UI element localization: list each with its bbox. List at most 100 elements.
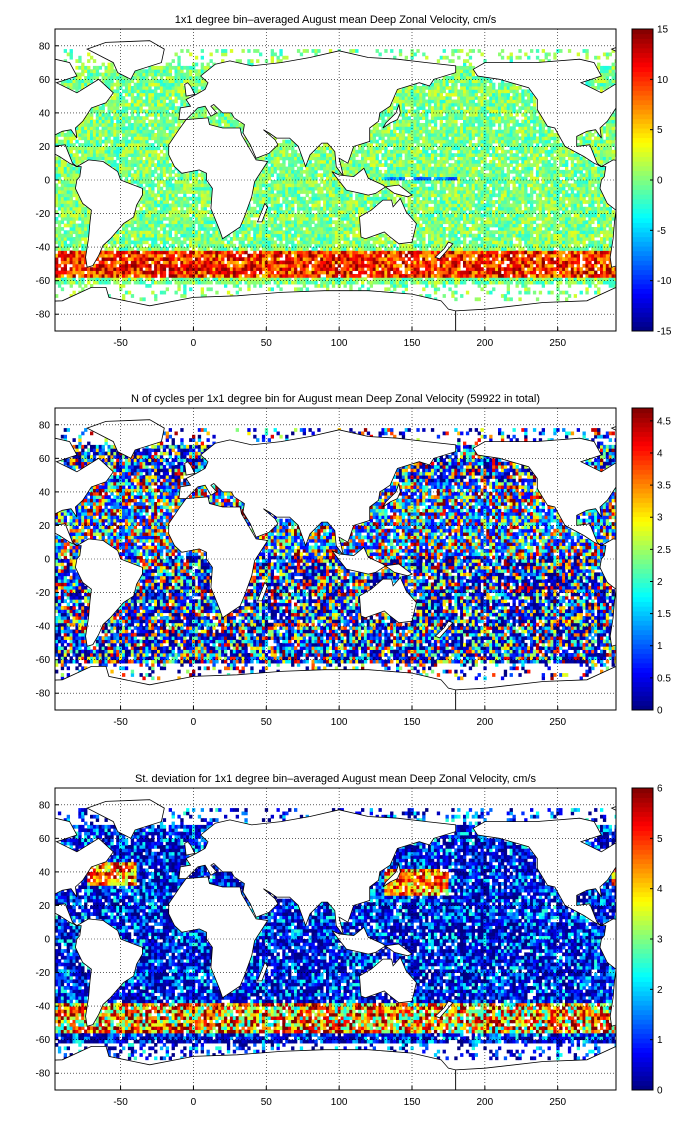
data-cell: [468, 233, 473, 238]
data-cell: [570, 223, 575, 228]
data-cell: [189, 237, 193, 241]
data-cell: [498, 180, 502, 184]
data-cell: [369, 203, 374, 208]
data-cell: [559, 270, 563, 275]
data-cell: [308, 233, 312, 238]
data-cell: [451, 260, 455, 265]
data-cell: [162, 237, 167, 241]
data-cell: [524, 186, 528, 191]
data-cell: [119, 260, 123, 265]
data-cell: [87, 220, 91, 225]
data-cell: [358, 267, 362, 271]
data-cell: [282, 270, 286, 275]
data-cell: [361, 240, 365, 245]
data-cell: [288, 263, 292, 268]
data-cell: [192, 277, 196, 282]
data-cell: [378, 277, 382, 282]
data-cell: [483, 280, 487, 285]
data-cell: [282, 190, 286, 194]
data-cell: [279, 240, 283, 245]
data-cell: [553, 253, 557, 258]
data-cell: [296, 260, 301, 265]
data-cell: [527, 227, 531, 231]
data-cell: [145, 216, 149, 221]
data-cell: [582, 200, 586, 204]
data-cell: [311, 267, 315, 271]
data-cell: [445, 213, 449, 218]
data-cell: [343, 284, 347, 288]
data-cell: [331, 263, 336, 268]
data-cell: [95, 277, 100, 282]
data-cell: [296, 216, 301, 221]
data-cell: [521, 210, 525, 214]
data-cell: [369, 267, 374, 271]
data-cell: [451, 203, 455, 208]
data-cell: [192, 237, 196, 241]
data-cell: [532, 270, 537, 275]
data-cell: [159, 237, 164, 241]
data-cell: [320, 223, 324, 228]
data-cell: [206, 186, 210, 191]
data-cell: [425, 263, 429, 268]
data-cell: [92, 280, 97, 285]
data-cell: [535, 250, 540, 255]
data-cell: [576, 267, 581, 271]
data-cell: [294, 230, 298, 235]
data-cell: [296, 176, 301, 181]
data-cell: [346, 206, 350, 211]
data-cell: [524, 213, 528, 218]
data-cell: [384, 180, 388, 184]
data-cell: [285, 203, 289, 208]
data-cell: [521, 186, 525, 191]
data-cell: [291, 183, 295, 188]
data-cell: [457, 193, 461, 198]
data-cell: [605, 243, 610, 248]
data-cell: [84, 230, 88, 235]
data-cell: [247, 210, 251, 214]
data-cell: [430, 220, 435, 225]
data-cell: [361, 237, 365, 241]
data-cell: [553, 277, 557, 282]
data-cell: [416, 200, 420, 204]
data-cell: [270, 190, 275, 194]
data-cell: [232, 267, 237, 271]
data-cell: [518, 267, 522, 271]
data-cell: [553, 233, 557, 238]
data-cell: [343, 253, 347, 258]
data-cell: [538, 253, 543, 258]
data-cell: [567, 294, 572, 298]
data-cell: [535, 227, 540, 231]
data-cell: [113, 274, 117, 278]
data-cell: [471, 240, 476, 245]
data-cell: [506, 277, 511, 282]
data-cell: [349, 216, 353, 221]
data-cell: [512, 190, 516, 194]
data-cell: [378, 240, 382, 245]
data-cell: [477, 227, 481, 231]
data-cell: [518, 216, 522, 221]
data-cell: [527, 267, 531, 271]
data-cell: [495, 257, 499, 261]
data-cell: [576, 257, 581, 261]
data-cell: [157, 250, 161, 255]
data-cell: [69, 277, 73, 282]
data-cell: [197, 223, 202, 228]
data-cell: [401, 280, 406, 285]
data-cell: [334, 270, 339, 275]
data-cell: [433, 190, 438, 194]
data-cell: [585, 290, 589, 295]
data-cell: [320, 196, 324, 201]
data-cell: [541, 277, 546, 282]
data-cell: [276, 277, 280, 282]
data-cell: [296, 274, 301, 278]
data-cell: [465, 200, 470, 204]
data-cell: [326, 257, 330, 261]
data-cell: [116, 253, 120, 258]
data-cell: [457, 257, 461, 261]
data-cell: [346, 267, 350, 271]
data-cell: [585, 250, 589, 255]
data-cell: [291, 213, 295, 218]
data-cell: [294, 190, 298, 194]
data-cell: [279, 267, 283, 271]
data-cell: [291, 227, 295, 231]
